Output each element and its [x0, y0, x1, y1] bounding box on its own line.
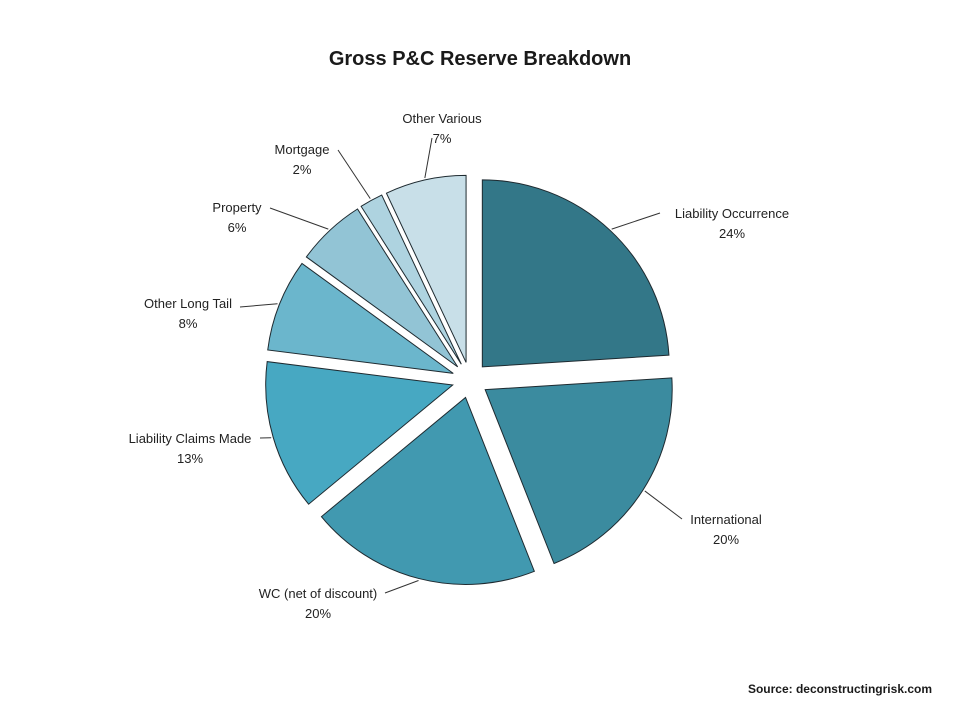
slice-label-name: Property [212, 200, 262, 215]
slice-labels: Liability Occurrence 24% International 20% W… [129, 111, 789, 621]
slice-label-name: International [690, 512, 762, 527]
leader-line [269, 207, 329, 230]
slice-label-percent: 2% [293, 162, 312, 177]
slice-label-name: Liability Claims Made [129, 431, 252, 446]
pie-slice-international [484, 377, 673, 565]
slice-label-name: Other Various [402, 111, 482, 126]
leader-line [611, 212, 661, 230]
pie-slice-liability-claims-made [265, 361, 454, 505]
slice-label-percent: 20% [305, 606, 331, 621]
pie-slice-wc-net-of-discount [320, 396, 536, 585]
source-note: Source: deconstructingrisk.com [747, 682, 932, 696]
pie-slices [265, 174, 673, 585]
pie-slice-other-long-tail [267, 262, 454, 374]
slice-label-name: Liability Occurrence [675, 206, 789, 221]
slice-label-name: Mortgage [275, 142, 330, 157]
leader-line [337, 149, 371, 199]
slice-label-percent: 7% [433, 131, 452, 146]
slice-label-name: WC (net of discount) [259, 586, 378, 601]
slice-label-name: Other Long Tail [144, 296, 232, 311]
slice-label-percent: 6% [228, 220, 247, 235]
leader-line [384, 580, 419, 594]
pie-slice-property [305, 208, 459, 368]
pie-slice-liability-occurrence [481, 179, 670, 368]
leader-line [424, 137, 433, 179]
leader-line [644, 490, 683, 520]
slice-label-percent: 20% [713, 532, 739, 547]
slice-label-percent: 24% [719, 226, 745, 241]
pie-slice-mortgage [360, 194, 462, 365]
pie-slice-other-various [385, 174, 467, 363]
slice-label-percent: 8% [179, 316, 198, 331]
chart-title: Gross P&C Reserve Breakdown [328, 48, 632, 70]
leader-line [239, 303, 278, 308]
leader-lines [239, 137, 683, 594]
slice-label-percent: 13% [177, 451, 203, 466]
